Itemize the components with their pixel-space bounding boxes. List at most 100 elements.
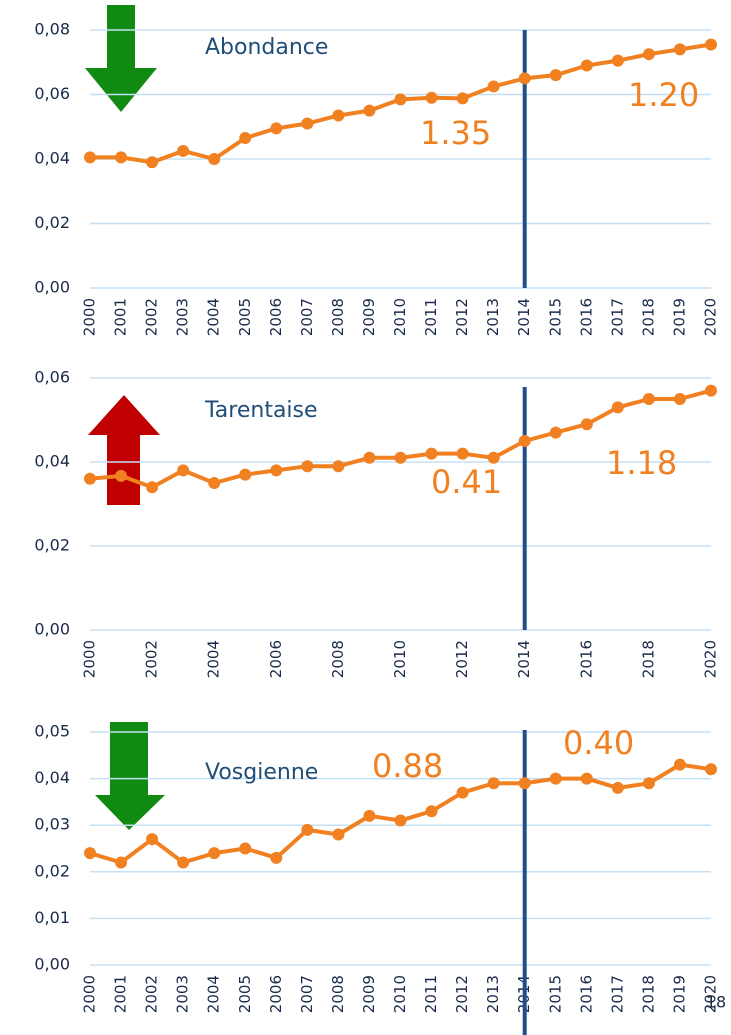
data-point [177,144,190,157]
data-point [146,481,159,494]
data-point [549,772,562,785]
x-tick-label: 2003 [174,298,192,336]
data-point [580,772,593,785]
data-point [84,472,96,485]
y-tick-label: 0,03 [34,815,70,834]
data-point [673,758,686,771]
x-tick-label: 2015 [546,975,564,1013]
annotation: 0.41 [431,463,502,501]
annotation: 0.40 [563,724,634,762]
data-point [425,805,438,818]
y-tick-label: 0,05 [34,722,70,741]
arrow-down [95,722,165,830]
data-point [549,69,562,82]
data-point [84,847,96,860]
x-tick-label: 2019 [670,298,688,336]
x-tick-label: 2010 [391,975,409,1013]
x-tick-label: 2020 [702,640,720,678]
data-point [115,151,128,164]
y-tick-label: 0,01 [34,908,70,927]
x-tick-label: 2006 [267,640,285,678]
x-tick-label: 2012 [453,975,471,1013]
data-point [146,156,159,169]
y-tick-label: 0,00 [34,955,70,974]
x-tick-label: 2003 [174,975,192,1013]
chart-title: Abondance [205,35,328,60]
x-tick-label: 2004 [205,298,223,336]
data-point [177,856,190,869]
x-tick-label: 2016 [577,975,595,1013]
data-point [611,401,624,414]
x-tick-label: 2013 [484,298,502,336]
x-tick-label: 2020 [702,975,720,1013]
data-point [115,856,128,869]
arrow-up [88,395,160,505]
data-point [177,464,190,477]
data-point [642,393,655,405]
data-point [487,777,500,790]
y-tick-label: 0,04 [34,768,70,787]
x-tick-label: 2006 [267,975,285,1013]
x-tick-label: 2006 [267,298,285,336]
data-point [456,786,469,799]
x-tick-label: 2001 [112,298,130,336]
x-tick-label: 2014 [515,640,533,678]
annotation: 1.18 [606,444,677,482]
y-tick-label: 0,04 [34,452,70,471]
x-tick-label: 2018 [639,975,657,1013]
annotation: 1.35 [420,114,491,152]
data-point [84,151,96,164]
chart-title: Tarentaise [204,398,318,423]
data-point [332,109,345,122]
x-tick-label: 2007 [298,298,316,336]
x-tick-label: 2011 [422,298,440,336]
annotation: 0.88 [372,747,443,785]
x-tick-label: 2008 [329,975,347,1013]
data-point [208,477,221,489]
data-point [363,104,376,117]
x-tick-label: 2000 [81,975,99,1013]
data-point [301,823,314,836]
x-tick-label: 2008 [329,298,347,336]
data-point [518,72,531,85]
x-tick-label: 2007 [298,975,316,1013]
x-tick-label: 2020 [702,298,720,336]
data-point [239,468,252,481]
data-point [394,93,407,106]
x-tick-label: 2009 [360,298,378,336]
x-tick-label: 2013 [484,975,502,1013]
x-tick-label: 2016 [577,298,595,336]
data-point [580,418,593,431]
data-point [394,451,407,464]
data-point [270,464,283,477]
x-tick-label: 2017 [608,298,626,336]
x-tick-label: 2000 [81,640,99,678]
x-tick-label: 2004 [205,975,223,1013]
data-point [456,92,469,105]
x-tick-label: 2015 [546,298,564,336]
data-point [673,393,686,405]
data-point [611,781,624,794]
data-point [487,451,500,464]
data-point [611,54,624,67]
x-tick-label: 2005 [236,975,254,1013]
data-point [518,435,531,447]
x-tick-label: 2011 [422,975,440,1013]
data-point [549,426,562,439]
y-tick-label: 0,00 [34,620,70,639]
annotation: 1.20 [628,76,699,114]
data-point [705,763,717,776]
y-tick-label: 0,02 [34,213,70,232]
arrow-down [85,5,157,112]
x-tick-label: 2018 [639,298,657,336]
y-tick-label: 0,04 [34,149,70,168]
data-point [332,828,345,841]
y-tick-label: 0,00 [34,278,70,297]
x-tick-label: 2009 [360,975,378,1013]
data-point [270,851,283,864]
data-point [363,451,376,464]
x-tick-label: 2001 [112,975,130,1013]
data-point [239,132,252,145]
data-point [456,447,469,460]
x-tick-label: 2014 [515,298,533,336]
